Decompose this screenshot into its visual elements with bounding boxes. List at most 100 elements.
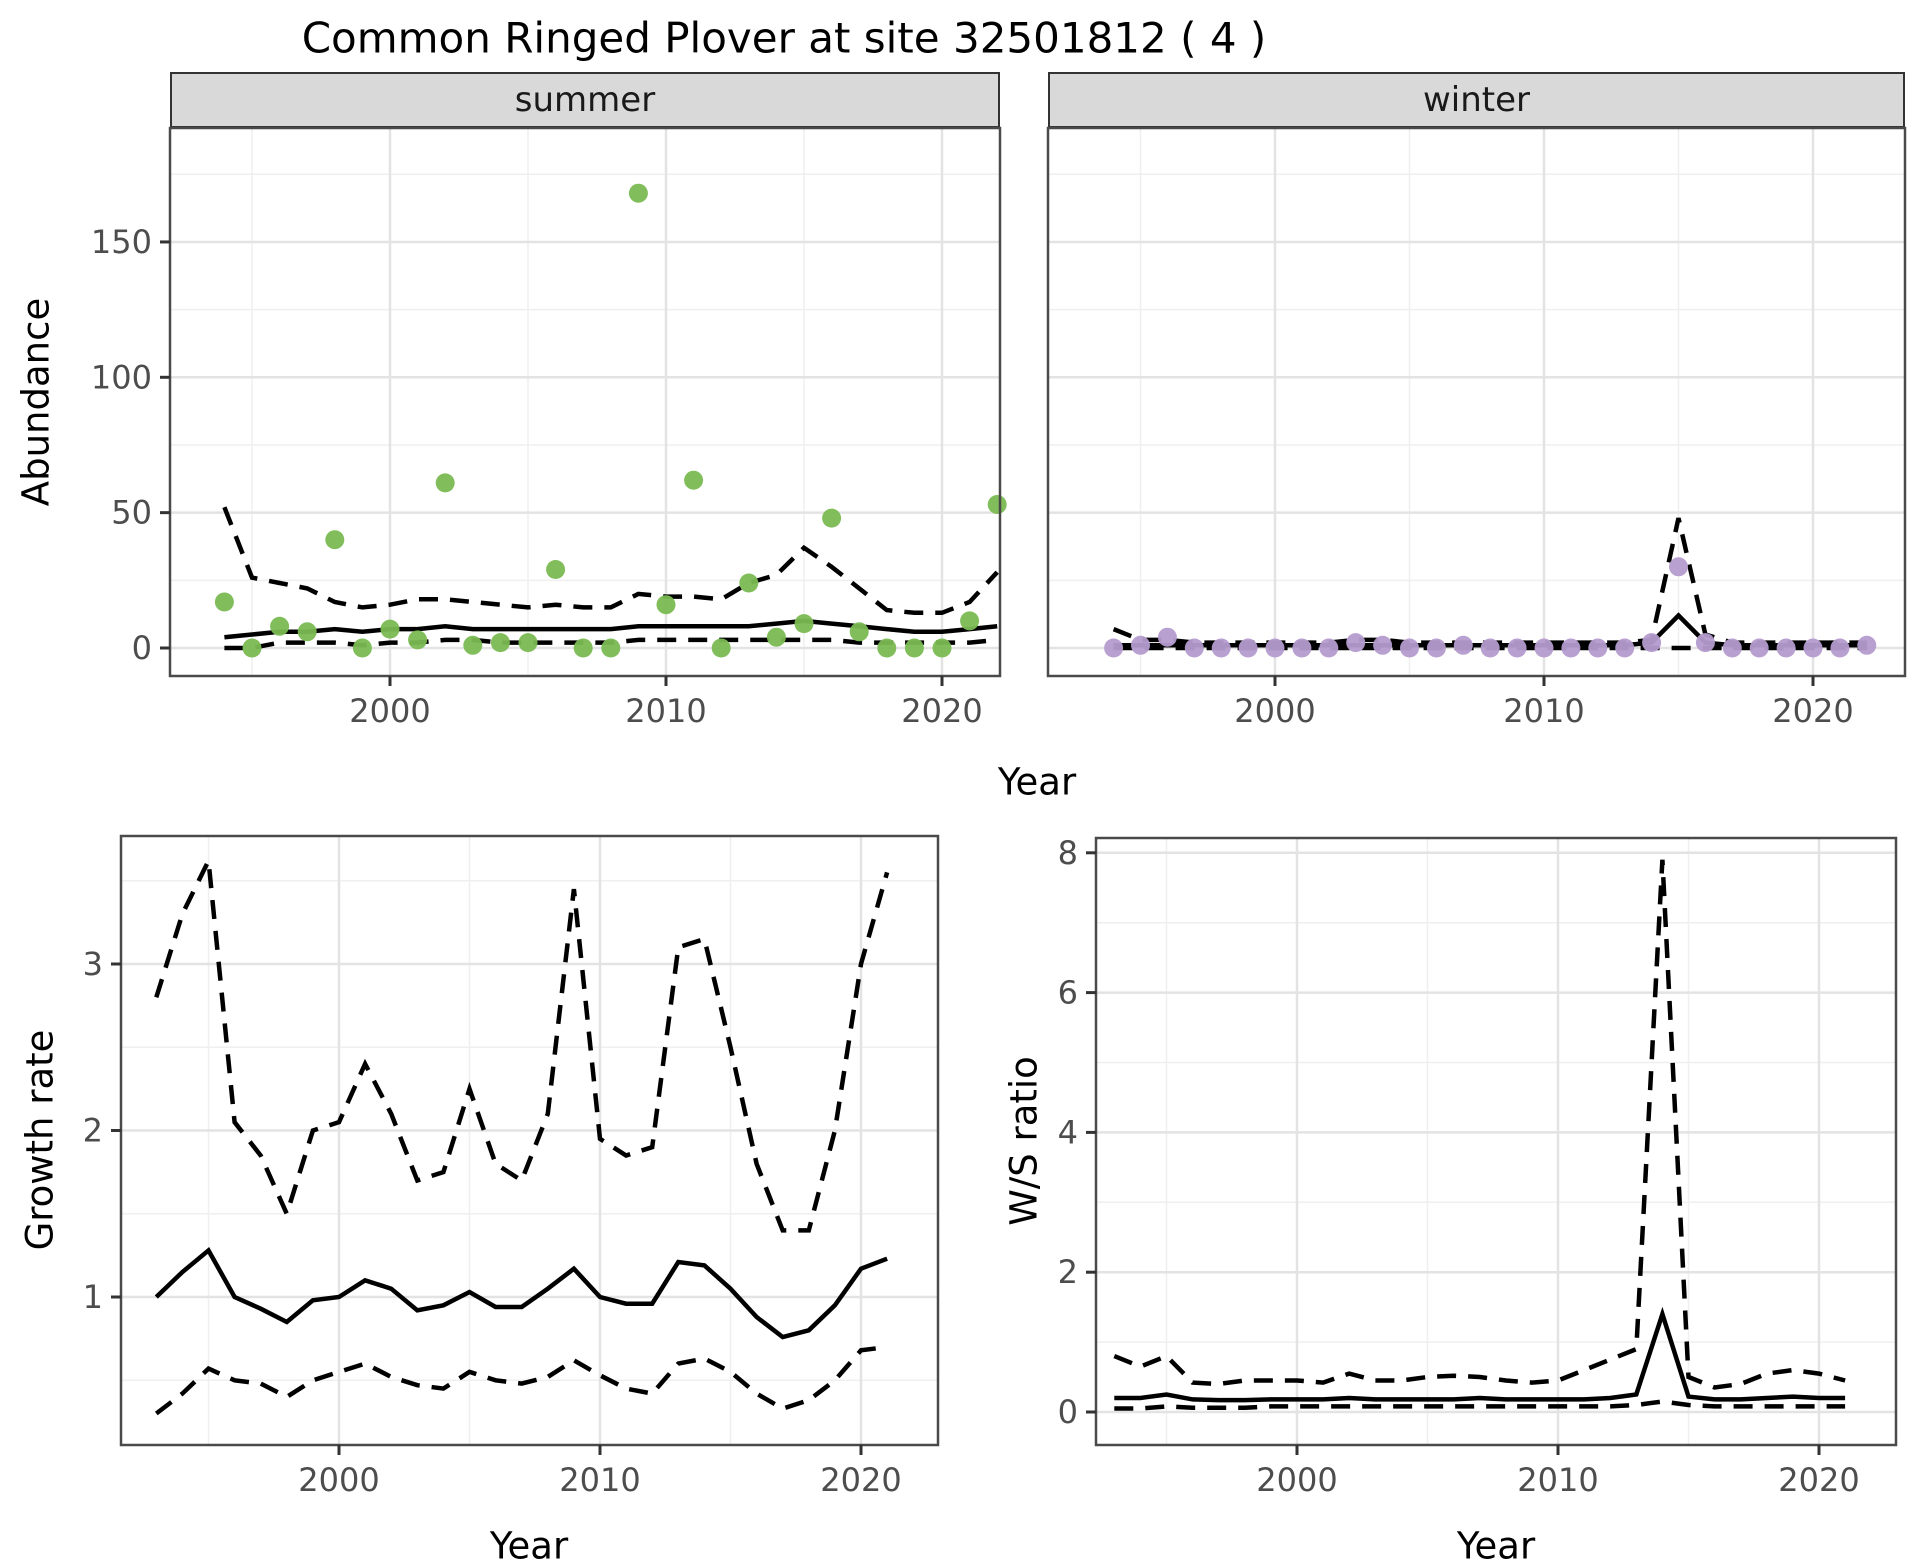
points-group xyxy=(214,183,1007,658)
data-point xyxy=(1857,635,1877,655)
data-point xyxy=(1131,635,1150,655)
x-axis-title-year-top: Year xyxy=(997,760,1077,804)
x-axis-title-year-growth: Year xyxy=(489,1524,569,1560)
data-point xyxy=(960,611,980,631)
data-point xyxy=(904,638,924,658)
panel-growth-rate: 2000 2010 2020 1 2 3 xyxy=(83,834,940,1499)
panel-grid xyxy=(170,128,1000,676)
data-point xyxy=(1346,633,1366,653)
data-point xyxy=(656,595,676,615)
data-point xyxy=(1373,635,1393,655)
data-point xyxy=(573,638,593,658)
data-point xyxy=(849,622,869,642)
panel-background xyxy=(1048,128,1905,676)
panel-background xyxy=(170,128,1000,676)
data-point xyxy=(739,573,759,593)
panel-background xyxy=(1096,838,1896,1445)
panel-border xyxy=(1094,836,1898,1447)
x-axis-title-year-ws: Year xyxy=(1456,1524,1536,1560)
x-tick-label: 2010 xyxy=(559,1461,640,1499)
y-tick-label: 150 xyxy=(91,223,152,261)
panel-abundance-summer: 2000 2010 2020 0 50 100 150 xyxy=(91,126,1007,730)
data-point xyxy=(1211,638,1231,658)
data-point xyxy=(1507,638,1527,658)
data-point xyxy=(214,592,234,612)
data-point xyxy=(1722,638,1742,658)
data-point xyxy=(325,530,345,550)
data-point xyxy=(1776,638,1796,658)
fit-line xyxy=(224,618,998,640)
x-tick-label: 2010 xyxy=(625,692,706,730)
data-point xyxy=(794,614,814,634)
data-point xyxy=(270,616,290,636)
data-point xyxy=(932,638,952,658)
x-tick-label: 2000 xyxy=(349,692,430,730)
data-point xyxy=(822,508,842,528)
data-point xyxy=(1184,638,1204,658)
facet-label-summer: summer xyxy=(514,80,656,120)
x-tick-label: 2000 xyxy=(1256,1461,1337,1499)
chart-title: Common Ringed Plover at site 32501812 ( … xyxy=(301,13,1267,63)
panel-grid xyxy=(1048,128,1905,676)
data-point xyxy=(601,638,621,658)
panel-ws-ratio: 2000 2010 2020 0 2 4 6 8 xyxy=(1058,834,1898,1499)
data-point xyxy=(1588,638,1608,658)
data-point xyxy=(1238,638,1258,658)
data-point xyxy=(1319,638,1339,658)
data-point xyxy=(1292,638,1312,658)
panel-grid xyxy=(121,836,938,1445)
data-point xyxy=(1669,557,1688,577)
data-point xyxy=(518,633,538,653)
panel-background xyxy=(121,836,938,1445)
x-axis-ticks: 2000 2010 2020 xyxy=(1256,1445,1860,1499)
data-point xyxy=(546,560,566,579)
data-point xyxy=(766,627,786,647)
data-point xyxy=(1830,638,1850,658)
ci-upper-line xyxy=(222,506,999,616)
data-point xyxy=(877,638,897,658)
data-point xyxy=(628,183,648,203)
x-tick-label: 2020 xyxy=(820,1461,901,1499)
x-tick-label: 2000 xyxy=(1234,692,1315,730)
x-axis-ticks: 2000 2010 2020 xyxy=(349,676,983,730)
data-point xyxy=(1480,638,1500,658)
panel-grid xyxy=(1096,838,1896,1445)
data-point xyxy=(463,635,483,655)
ci-upper-line xyxy=(1113,859,1846,1390)
x-axis-ticks: 2000 2010 2020 xyxy=(298,1445,902,1499)
fit-line xyxy=(154,1246,888,1340)
data-point xyxy=(1561,638,1581,658)
data-point xyxy=(1803,638,1823,658)
data-point xyxy=(1265,638,1285,658)
x-tick-label: 2020 xyxy=(1778,1461,1859,1499)
x-tick-label: 2010 xyxy=(1517,1461,1598,1499)
data-point xyxy=(1453,635,1473,655)
y-tick-label: 0 xyxy=(132,629,152,667)
y-tick-label: 8 xyxy=(1058,834,1078,872)
y-tick-label: 1 xyxy=(83,1278,103,1316)
y-tick-label: 100 xyxy=(91,358,152,396)
ci-lower-line xyxy=(154,1344,888,1416)
y-axis-ticks: 0 2 4 6 8 xyxy=(1058,834,1096,1431)
data-point xyxy=(1157,627,1177,647)
x-tick-label: 2010 xyxy=(1503,692,1584,730)
data-point xyxy=(1400,638,1419,658)
data-point xyxy=(1615,638,1635,658)
panel-border xyxy=(119,834,940,1447)
y-axis-ticks: 1 2 3 xyxy=(83,945,121,1316)
data-point xyxy=(1695,633,1715,653)
y-tick-label: 2 xyxy=(1058,1253,1078,1291)
facet-label-winter: winter xyxy=(1422,80,1531,120)
data-point xyxy=(242,638,262,658)
x-axis-ticks: 2000 2010 2020 xyxy=(1234,676,1854,730)
y-tick-label: 3 xyxy=(83,945,103,983)
panel-abundance-winter: 2000 2010 2020 xyxy=(1046,126,1907,730)
data-point xyxy=(1534,638,1554,658)
data-point xyxy=(1749,638,1769,658)
panel-border xyxy=(1046,126,1907,678)
y-tick-label: 4 xyxy=(1058,1113,1078,1151)
data-point xyxy=(1104,638,1124,658)
panel-border xyxy=(168,126,1002,678)
